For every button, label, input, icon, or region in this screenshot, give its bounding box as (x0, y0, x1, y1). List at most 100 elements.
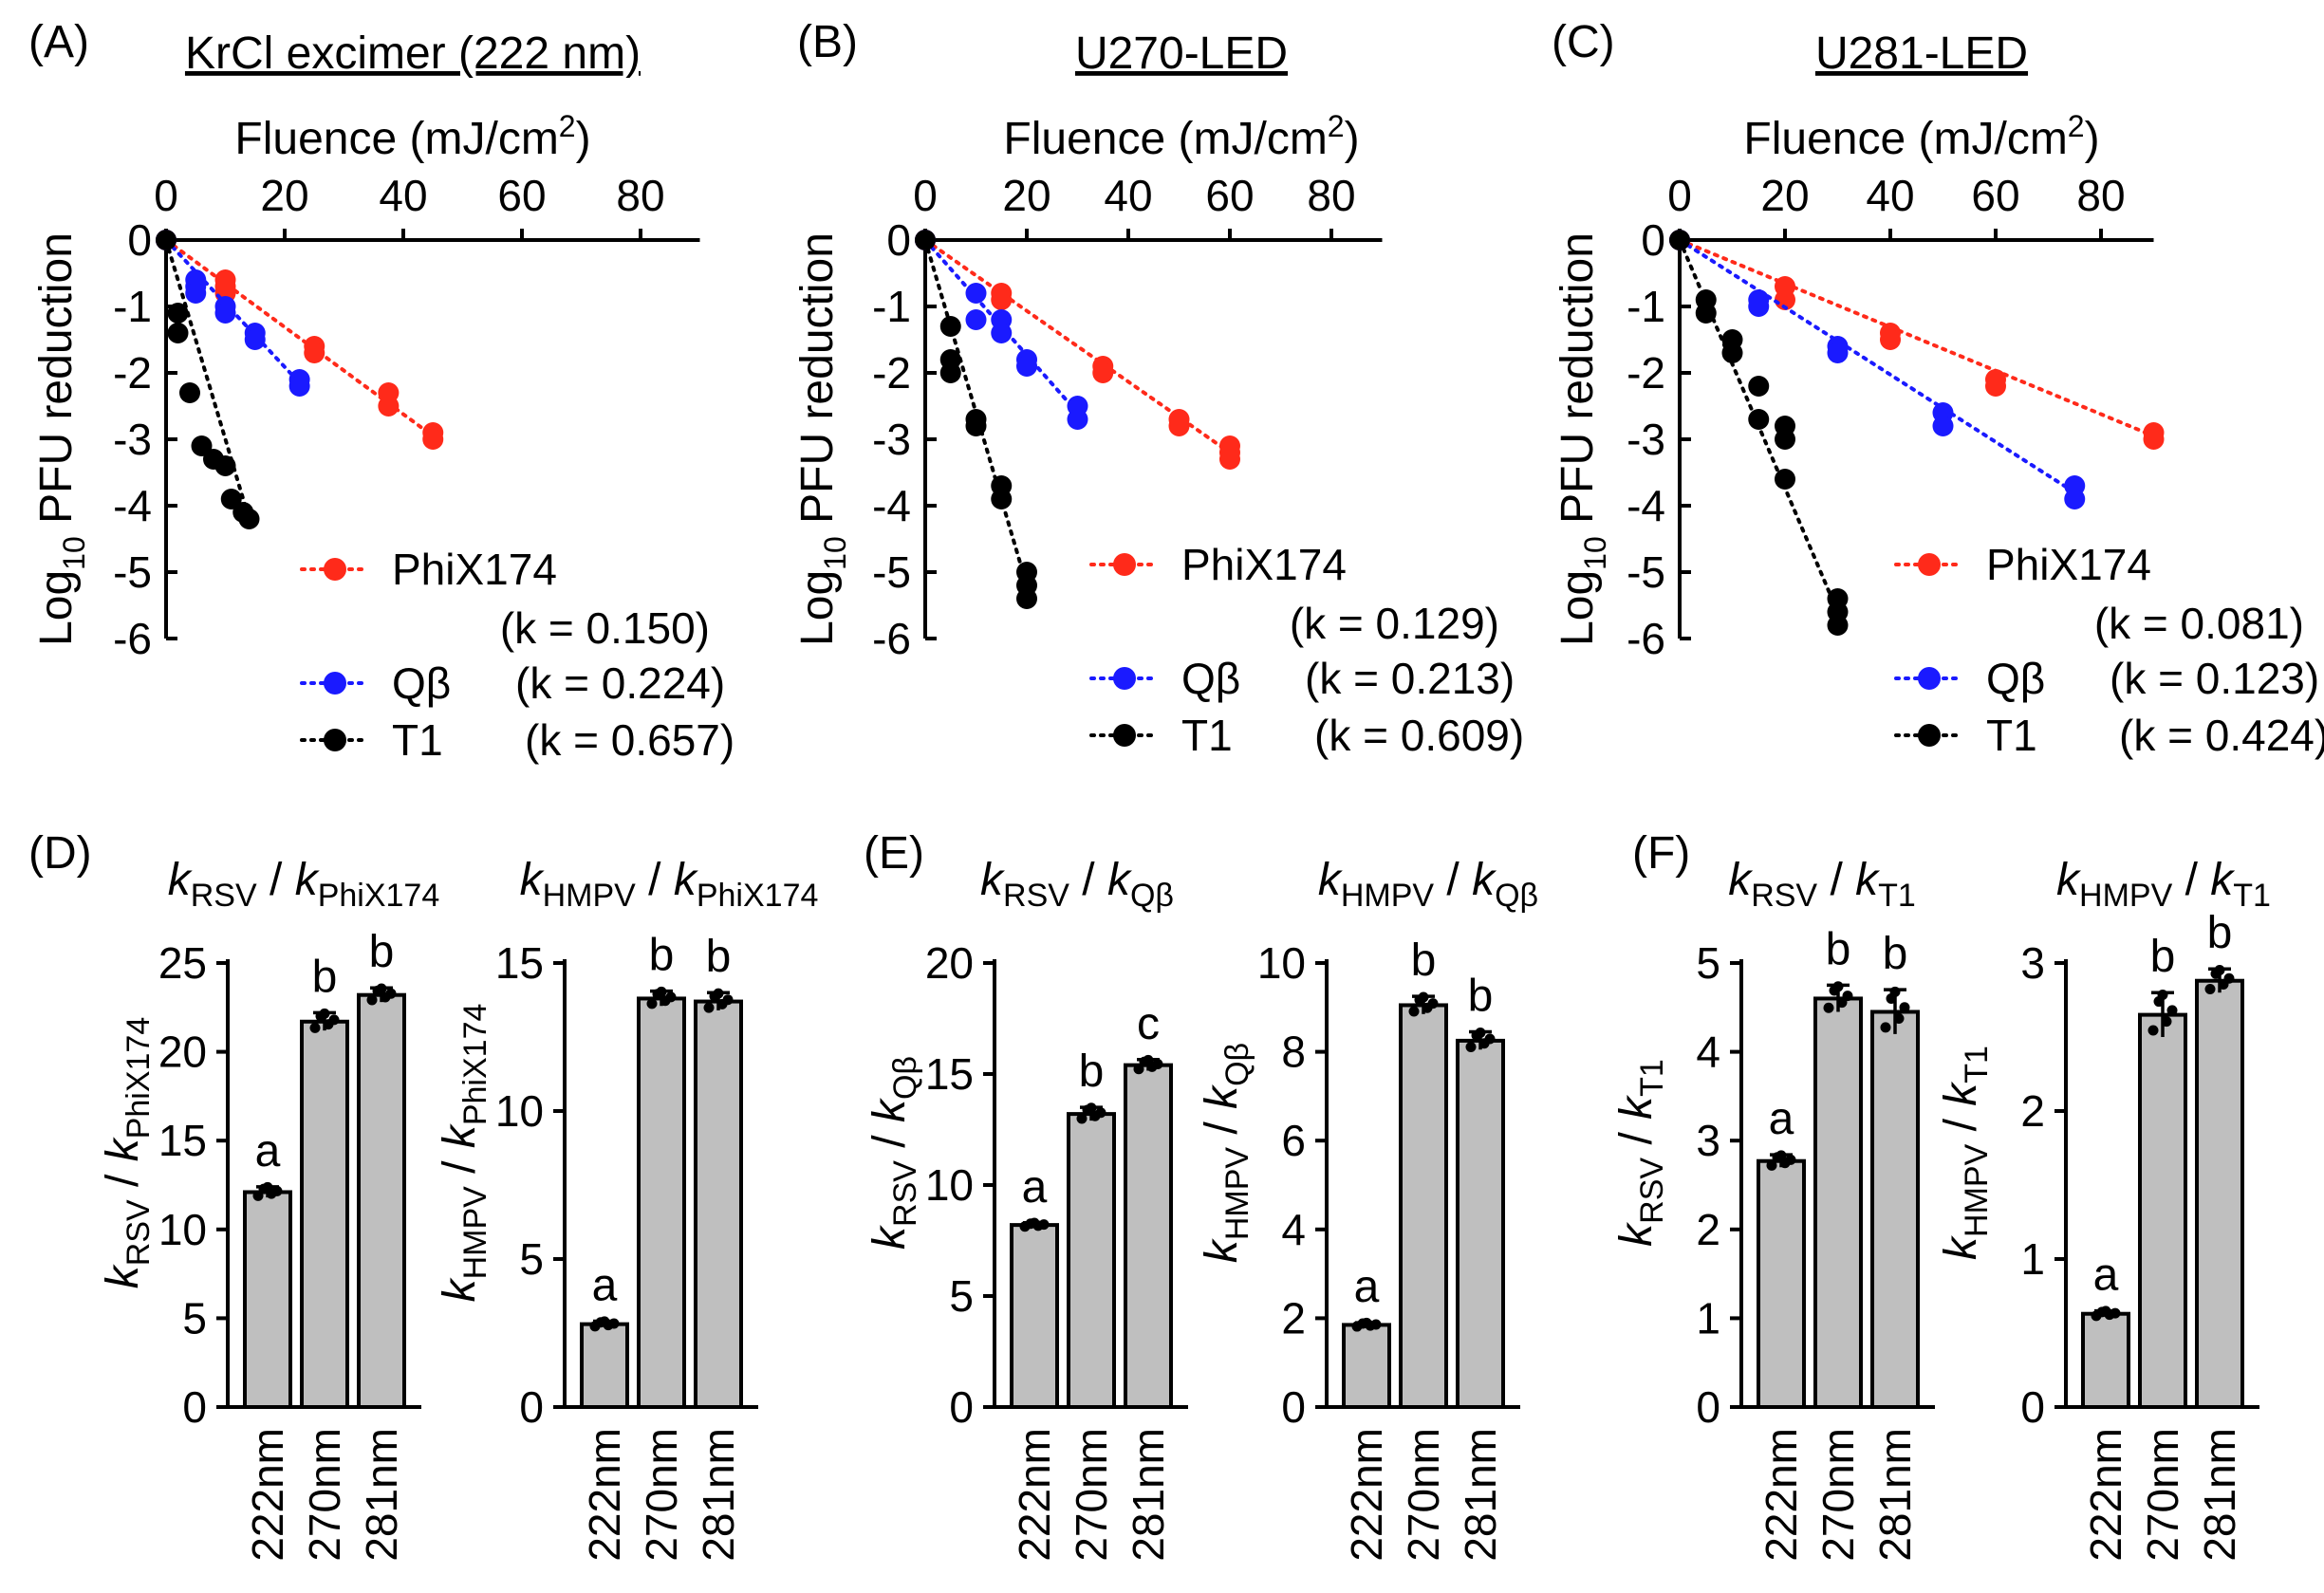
y-axis-label-sub2: Qβ (887, 1056, 923, 1100)
replicate-dot (252, 1190, 264, 1201)
y-axis-label-k: k (1611, 1221, 1662, 1247)
replicate-dot (1029, 1217, 1040, 1229)
x-axis-label-main: Fluence (mJ/cm (1743, 114, 2067, 164)
data-point (915, 230, 936, 250)
data-point (156, 230, 177, 250)
panel-letter: (A) (28, 17, 89, 67)
replicate-dot (1143, 1054, 1154, 1065)
bar (1456, 1038, 1505, 1410)
y-tick-label: 3 (1696, 1116, 1720, 1165)
y-tick-label: 3 (2020, 938, 2045, 988)
data-point (1168, 416, 1190, 436)
data-point (1016, 588, 1037, 609)
x-tick-label: 0 (913, 171, 938, 220)
replicate-dot (376, 983, 387, 994)
data-point (1932, 416, 1954, 436)
replicate-dot (1785, 1154, 1796, 1165)
data-point (1016, 356, 1037, 377)
bar-title-k2: k (1472, 855, 1497, 905)
y-axis-label-sub: RSV (1634, 1158, 1670, 1224)
y-axis-label-k2: k (1197, 1084, 1247, 1109)
replicate-dot (703, 1002, 715, 1013)
legend-k: (k = 0.213) (1305, 654, 1515, 703)
series-qbeta: Qβ (k = 0.213) (915, 230, 1515, 703)
y-axis-label-div: / (98, 1161, 148, 1199)
bar-title-k2: k (1107, 855, 1133, 905)
replicate-dot (385, 988, 397, 999)
y-axis-label: kHMPV / kPhiX174 (435, 1004, 493, 1303)
y-axis-label-k2: k (865, 1097, 915, 1122)
data-point (1827, 615, 1849, 636)
panel-letter: (E) (864, 828, 924, 879)
replicate-dot (1408, 1006, 1420, 1017)
y-tick-label: 2 (2020, 1086, 2045, 1136)
bar-title-k: k (2056, 855, 2082, 905)
x-axis-label-sup: 2 (559, 109, 576, 143)
data-point (2143, 429, 2165, 450)
x-tick-label: 60 (497, 171, 546, 220)
y-tick-label: -4 (1627, 481, 1665, 530)
data-point (991, 323, 1013, 343)
data-point (939, 362, 961, 383)
data-point (1775, 289, 1795, 310)
significance-letter: c (1137, 999, 1160, 1049)
line-panel-c: (C) U281-LED Fluence (mJ/cm2) Log10 PFU red… (1552, 17, 2324, 760)
replicate-dot (1427, 998, 1439, 1010)
replicate-dot (1842, 991, 1853, 1002)
data-point (1669, 230, 1690, 250)
significance-letter: b (1883, 929, 1908, 979)
y-tick-label: -6 (113, 614, 152, 663)
legend-marker (324, 558, 346, 581)
y-axis-label-k2: k (1936, 1081, 1986, 1106)
replicate-dot (1418, 991, 1429, 1003)
y-tick-label: 5 (182, 1293, 207, 1343)
x-tick-label: 60 (1971, 171, 2019, 220)
data-point (965, 283, 987, 304)
data-point (378, 396, 400, 417)
legend-marker (324, 672, 346, 695)
y-axis-label-div: / (435, 1148, 485, 1186)
y-axis-label-sub: 10 (1578, 536, 1612, 570)
category-label: 281nm (2195, 1428, 2244, 1562)
bar (580, 1322, 629, 1410)
bar (2138, 1012, 2187, 1409)
y-axis-label-k: k (865, 1224, 915, 1250)
y-tick-label: 10 (495, 1086, 544, 1136)
y-axis-label: kRSV / kT1 (1611, 1059, 1670, 1247)
y-tick-label: 5 (1696, 938, 1720, 988)
category-label: 222nm (2081, 1428, 2130, 1562)
x-tick-label: 20 (1760, 171, 1809, 220)
y-tick-label: -1 (872, 282, 911, 331)
replicate-dot (1889, 986, 1901, 997)
bar (300, 1019, 349, 1409)
y-axis-label-log: Log (31, 570, 82, 646)
x-axis-label-end: ) (576, 114, 591, 164)
category-label: 270nm (2138, 1428, 2187, 1562)
y-tick-label: 5 (519, 1234, 544, 1284)
replicate-dot (366, 994, 378, 1006)
y-axis-label-log: Log (1552, 570, 1603, 646)
legend-label: Qβ (392, 658, 451, 708)
panel-letter: (D) (28, 828, 92, 879)
data-point (1748, 376, 1770, 397)
replicate-dot (1475, 1027, 1486, 1038)
y-tick-label: -6 (872, 614, 911, 663)
replicate-dot (1095, 1107, 1106, 1119)
legend-k: (k = 0.129) (1290, 599, 1499, 648)
y-tick-label: 0 (519, 1382, 544, 1432)
x-tick-label: 0 (1667, 171, 1692, 220)
legend-k: (k = 0.657) (525, 715, 734, 765)
y-tick-label: -2 (872, 348, 911, 398)
bar-title-div: / (257, 855, 295, 905)
y-axis-label-div: / (1936, 1106, 1986, 1144)
series-phix174: PhiX174 (k = 0.150) (156, 230, 710, 653)
replicate-dot (2100, 1306, 2111, 1317)
x-axis-label-end: ) (2085, 114, 2100, 164)
x-tick-label: 0 (154, 171, 178, 220)
bar-title-sub2: PhiX174 (318, 878, 440, 914)
category-label: 222nm (1342, 1428, 1391, 1562)
data-point (1827, 343, 1849, 363)
legend-k: (k = 0.424) (2119, 711, 2324, 760)
